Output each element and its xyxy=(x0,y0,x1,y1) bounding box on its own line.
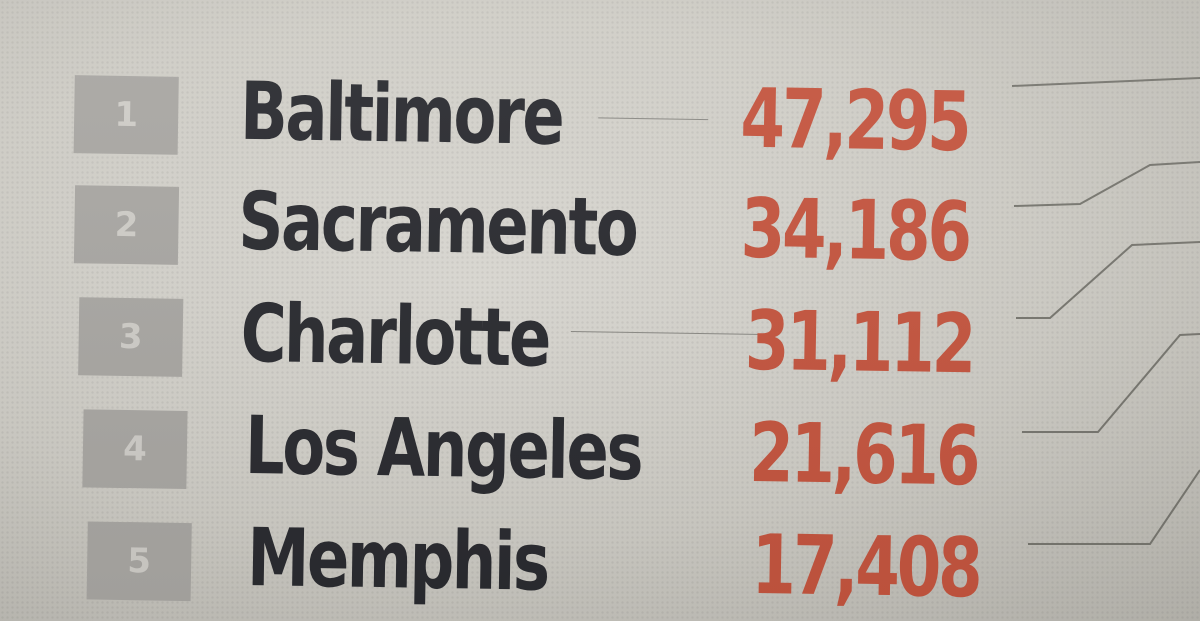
connector-line xyxy=(1028,469,1200,545)
connector-line xyxy=(1022,333,1200,433)
connector-line xyxy=(1013,161,1200,207)
connector-line xyxy=(1016,241,1200,319)
connector-line xyxy=(1011,77,1200,87)
